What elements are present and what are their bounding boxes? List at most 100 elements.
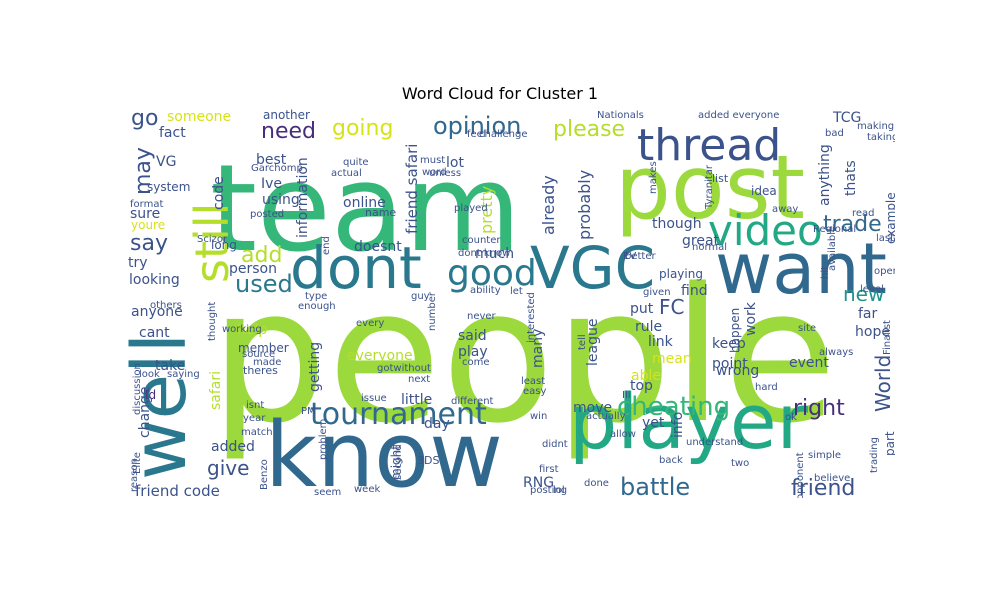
word-much: much [475,246,514,262]
word-open: open [874,266,895,277]
word-working: working [222,324,262,335]
word-look: look [139,369,160,380]
word-say: say [130,231,168,256]
word-idea: idea [751,184,777,198]
word-win: win [530,411,547,422]
word-nationals: Nationals [597,110,644,121]
word-tournament: tournament [310,397,487,432]
word-done: done [584,478,609,489]
word-friend: friend [791,476,855,498]
word-week: week [354,484,380,495]
word-play: play [458,344,488,360]
word-anything: anything [817,144,833,206]
word-added-everyone: added everyone [698,110,779,121]
word-wrong: wrong [716,363,759,379]
word-given: given [643,287,671,298]
word-rule: rule [635,319,662,335]
word-site: site [798,323,816,334]
word-mean: mean [652,351,692,367]
word-away: away [772,204,798,215]
word-counter: counter [462,235,501,246]
word-put: put [630,301,654,317]
word-saying: saying [167,369,200,380]
word-work: work [743,301,759,336]
word-taking: taking [867,132,895,143]
word-benzo: Benzo [259,459,270,490]
word-seem: seem [314,487,341,498]
word-rng: RNG [523,475,554,491]
word-know: know [265,403,503,498]
word-must: must [420,155,445,166]
word-unless: unless [429,168,461,179]
word-number: number [427,291,438,331]
word-top: top [630,378,653,394]
word-able: able [631,368,661,384]
word-looking: looking [129,272,180,288]
word-safari: safari [208,371,224,410]
word-actually: actually [586,411,626,422]
word-code: code [211,176,227,210]
word-garchomp: Garchomp [251,163,303,174]
word-last: last [876,233,894,244]
word-opponent: opponent [795,452,806,498]
word-battle: battle [620,473,690,498]
word-already: already [539,175,558,235]
word-theres: theres [243,364,278,377]
word-part: part [883,431,895,456]
word-type: type [305,291,327,302]
word-dont: dont [290,234,422,302]
word-list: list [712,172,729,185]
word-new: new [843,282,884,306]
word-posting: posting [530,485,567,496]
word-challenge: challenge [479,129,528,140]
word-feel: feel [467,129,486,140]
word-give: give [207,456,249,480]
word-add: add [241,243,282,268]
word-league: league [585,319,601,366]
word-3ds: 3DS [417,454,439,467]
word-please: please [553,117,625,142]
word-level: level [860,284,884,295]
word-format: format [130,199,163,210]
word-source: source [242,349,275,360]
word-every: every [356,318,384,329]
word-people: people [210,248,837,464]
word-hope: hope [855,324,890,340]
word-believe: believe [814,473,850,484]
word-player: player [569,377,809,466]
word-second: second [393,444,404,480]
word-made: made [253,357,281,368]
word-lot: lot [446,155,464,171]
word-cloud: people team post know player want well dont VGC t… [125,108,895,498]
word-opinion: opinion [433,112,521,140]
word-though: though [652,216,702,232]
word-ability: ability [470,285,501,296]
word-link: link [648,334,674,350]
word-long: long [211,238,237,252]
word-pretty: pretty [477,186,496,234]
word-cant: cant [139,325,170,341]
word-tyranitar: Tyranitar [704,164,715,210]
word-makes: makes [648,161,659,194]
word-fact: fact [159,125,186,141]
word-ok: ok [785,412,797,423]
word-may: may [131,147,156,195]
word-best: best [256,152,287,168]
word-far: far [858,306,878,322]
word-others: others [150,300,182,311]
word-available: available [827,226,838,271]
word-posted: posted [250,209,284,220]
word-word: word [422,167,447,178]
word-read: read [852,208,875,219]
word-great: great [682,233,720,249]
word-tcg: TCG [832,110,861,126]
word-change: change [137,386,153,438]
word-interested: interested [526,292,537,343]
word-friend-safari: friend safari [403,144,421,234]
word-another: another [263,108,310,122]
word-sure: sure [130,206,160,222]
word-making: making [857,121,894,132]
word-online: online [343,195,386,211]
word-person: person [229,261,277,277]
